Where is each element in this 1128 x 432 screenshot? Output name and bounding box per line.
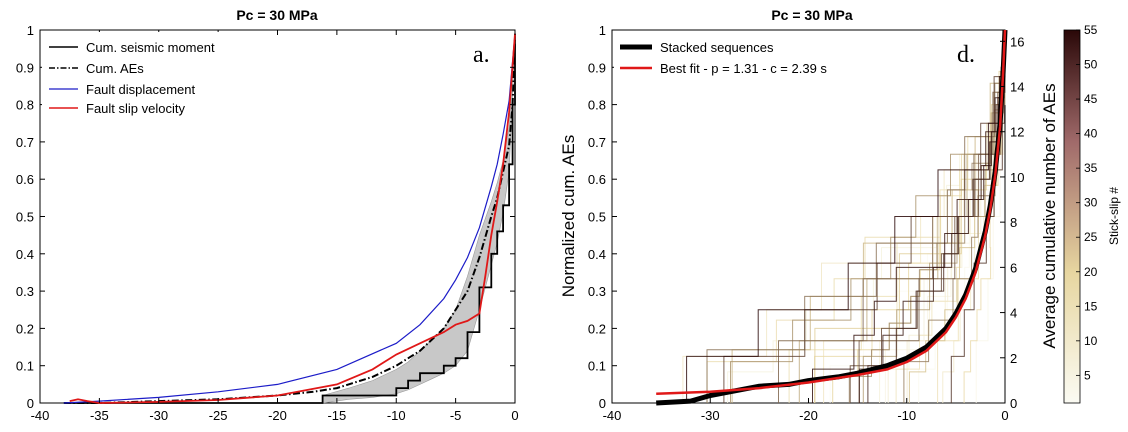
colorbar-tick-label: 45: [1084, 92, 1098, 106]
legend-label-stacked-sequences: Stacked sequences: [660, 40, 774, 55]
y-right-tick-label: 0: [1010, 396, 1017, 411]
colorbar-tick-label: 15: [1084, 299, 1098, 313]
x-tick-label: -10: [897, 408, 916, 423]
legend-label-cum-seismic-moment: Cum. seismic moment: [86, 40, 215, 55]
panel-a: Pc = 30 MPa -40 -35 -30 -25 -20 -15 -10 -5 0 00.…: [16, 7, 519, 423]
panel-d: Pc = 30 MPa -40 -30 -20 -10 0 00.10.20.30.40…: [559, 7, 1059, 423]
x-tick-label: -10: [387, 408, 406, 423]
panel-d-ylabel-left: Normalized cum. AEs: [559, 135, 578, 298]
y-right-tick-label: 16: [1010, 34, 1024, 49]
y-right-tick-label: 2: [1010, 351, 1017, 366]
x-tick-label: -25: [209, 408, 228, 423]
panel-d-legend: Stacked sequences Best fit - p = 1.31 - …: [614, 32, 869, 82]
y-tick-label: 0.7: [16, 135, 34, 150]
y-tick-label: 1: [599, 23, 606, 38]
y-tick-label: 0.3: [16, 284, 34, 299]
colorbar-tick-label: 20: [1084, 265, 1098, 279]
colorbar: 5 10 15 20 25 30 35 40 45 50 55 Stick-slip #: [1064, 23, 1121, 403]
y-tick-label: 0: [27, 396, 34, 411]
x-tick-label: -30: [701, 408, 720, 423]
y-tick-label: 0.8: [16, 98, 34, 113]
x-tick-label: -35: [90, 408, 109, 423]
colorbar-tick-label: 30: [1084, 196, 1098, 210]
colorbar-tick-label: 5: [1084, 368, 1091, 382]
panel-d-letter: d.: [957, 42, 975, 68]
y-tick-label: 0.9: [588, 60, 606, 75]
panel-a-legend: Cum. seismic moment Cum. AEs Fault displ…: [42, 32, 232, 122]
panel-a-title: Pc = 30 MPa: [236, 7, 318, 23]
x-tick-label: -30: [149, 408, 168, 423]
y-right-tick-label: 14: [1010, 80, 1024, 95]
x-tick-label: 0: [511, 408, 518, 423]
x-tick-label: -20: [799, 408, 818, 423]
colorbar-gradient: [1064, 30, 1080, 403]
y-right-tick-label: 12: [1010, 125, 1024, 140]
colorbar-tick-label: 35: [1084, 161, 1098, 175]
x-tick-label: -5: [450, 408, 462, 423]
x-tick-label: 0: [1001, 408, 1008, 423]
y-tick-label: 0: [599, 396, 606, 411]
panel-d-ylabel-right: Average cumulative number of AEs: [1040, 83, 1059, 348]
colorbar-tick-label: 10: [1084, 334, 1098, 348]
y-tick-label: 0.5: [588, 210, 606, 225]
panel-d-title: Pc = 30 MPa: [771, 7, 853, 23]
y-tick-label: 0.6: [588, 172, 606, 187]
colorbar-tick-label: 40: [1084, 127, 1098, 141]
y-tick-label: 0.1: [16, 359, 34, 374]
y-tick-label: 0.4: [588, 247, 606, 262]
x-tick-label: -20: [268, 408, 287, 423]
x-tick-label: -15: [327, 408, 346, 423]
y-tick-label: 0.7: [588, 135, 606, 150]
y-tick-label: 0.4: [16, 247, 34, 262]
colorbar-label: Stick-slip #: [1107, 187, 1121, 245]
legend-label-fault-displacement: Fault displacement: [86, 82, 195, 97]
y-tick-label: 0.5: [16, 210, 34, 225]
y-right-tick-label: 8: [1010, 215, 1017, 230]
legend-label-fault-slip-velocity: Fault slip velocity: [86, 101, 185, 116]
legend-label-cum-aes: Cum. AEs: [86, 61, 144, 76]
y-tick-label: 0.3: [588, 284, 606, 299]
panel-a-letter: a.: [473, 42, 490, 68]
legend-label-best-fit: Best fit - p = 1.31 - c = 2.39 s: [660, 61, 827, 76]
y-tick-label: 1: [27, 23, 34, 38]
y-tick-label: 0.2: [588, 321, 606, 336]
y-tick-label: 0.9: [16, 60, 34, 75]
colorbar-tick-label: 50: [1084, 58, 1098, 72]
y-tick-label: 0.1: [588, 359, 606, 374]
colorbar-tick-label: 55: [1084, 23, 1098, 37]
y-right-tick-label: 10: [1010, 170, 1024, 185]
y-tick-label: 0.8: [588, 98, 606, 113]
colorbar-tick-label: 25: [1084, 230, 1098, 244]
y-tick-label: 0.6: [16, 172, 34, 187]
y-right-tick-label: 6: [1010, 260, 1017, 275]
y-tick-label: 0.2: [16, 321, 34, 336]
y-right-tick-label: 4: [1010, 306, 1017, 321]
